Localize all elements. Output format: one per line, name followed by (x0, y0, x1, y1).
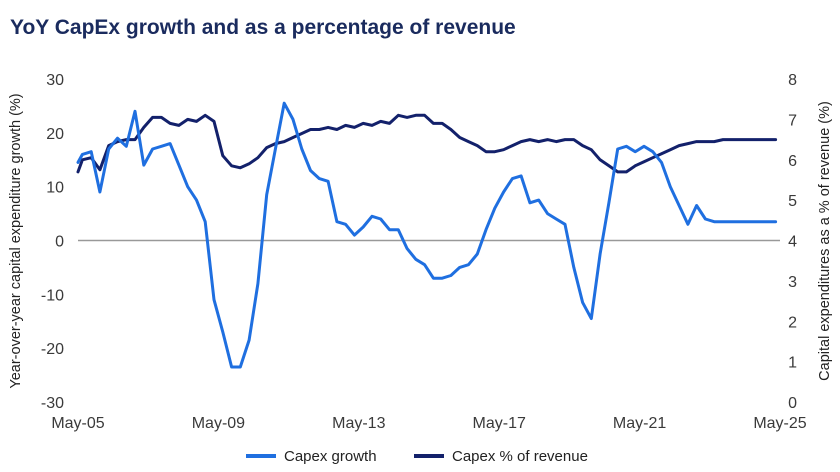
x-tick-label: May-25 (753, 415, 806, 432)
legend-label-capex-growth: Capex growth (284, 448, 377, 465)
y2-tick-label: 3 (788, 274, 797, 291)
y2-tick-label: 5 (788, 193, 797, 210)
series-line-capex-growth (76, 101, 778, 369)
y2-tick-label: 0 (788, 395, 797, 412)
y-axis-label: Year-over-year capital expenditure growt… (8, 93, 24, 388)
y2-tick-label: 6 (788, 153, 797, 170)
x-tick-label: May-17 (473, 415, 526, 432)
y-tick-label: 20 (46, 126, 64, 143)
series-line-capex-pct-revenue (76, 113, 778, 174)
y-tick-label: 10 (46, 180, 64, 197)
y2-tick-label: 1 (788, 355, 797, 372)
y2-tick-label: 4 (788, 234, 797, 251)
x-tick-label: May-09 (192, 415, 245, 432)
y2-tick-label: 8 (788, 72, 797, 89)
legend-label-capex-pct-revenue: Capex % of revenue (452, 448, 588, 465)
legend: Capex growth Capex % of revenue (246, 448, 588, 465)
x-tick-label: May-05 (51, 415, 104, 432)
y-tick-label: -20 (41, 341, 64, 358)
y2-tick-label: 7 (788, 112, 797, 129)
y-tick-label: 0 (55, 234, 64, 251)
y-tick-label: -30 (41, 395, 64, 412)
x-tick-label: May-21 (613, 415, 666, 432)
x-tick-label: May-13 (332, 415, 385, 432)
y2-axis-label: Capital expenditures as a % of revenue (… (817, 101, 833, 381)
y-tick-label: -10 (41, 287, 64, 304)
y-tick-label: 30 (46, 72, 64, 89)
chart-title: YoY CapEx growth and as a percentage of … (10, 16, 516, 39)
y2-tick-label: 2 (788, 314, 797, 331)
